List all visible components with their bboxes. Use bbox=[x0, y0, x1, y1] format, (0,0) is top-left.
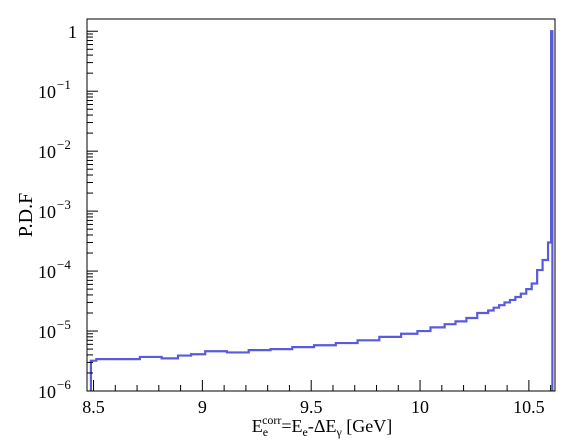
y-tick-label: 10 bbox=[38, 322, 56, 342]
x-tick-label: 9 bbox=[198, 397, 207, 417]
y-axis-label: P.D.F bbox=[15, 193, 37, 237]
y-tick-exponent: −6 bbox=[57, 377, 71, 392]
y-tick-label: 1 bbox=[68, 22, 77, 42]
x-tick-label: 9.5 bbox=[300, 397, 323, 417]
histogram-series-0 bbox=[89, 30, 554, 391]
plot-frame bbox=[86, 18, 556, 392]
plot-area bbox=[89, 30, 554, 391]
y-tick-label: 10 bbox=[38, 202, 56, 222]
y-tick-exponent: −1 bbox=[57, 77, 71, 92]
y-tick-label: 10 bbox=[38, 262, 56, 282]
y-tick-label: 10 bbox=[38, 82, 56, 102]
x-tick-label: 8.5 bbox=[82, 397, 105, 417]
y-tick-exponent: −4 bbox=[57, 257, 71, 272]
y-tick-label: 10 bbox=[38, 382, 56, 402]
y-tick-exponent: −2 bbox=[57, 137, 71, 152]
y-tick-exponent: −5 bbox=[57, 317, 71, 332]
x-tick-label: 10.5 bbox=[513, 397, 545, 417]
x-axis-label: Eecorr=Ee-ΔEγ [GeV] bbox=[252, 413, 393, 439]
y-tick-exponent: −3 bbox=[57, 197, 71, 212]
x-tick-label: 10 bbox=[411, 397, 429, 417]
y-tick-label: 10 bbox=[38, 142, 56, 162]
